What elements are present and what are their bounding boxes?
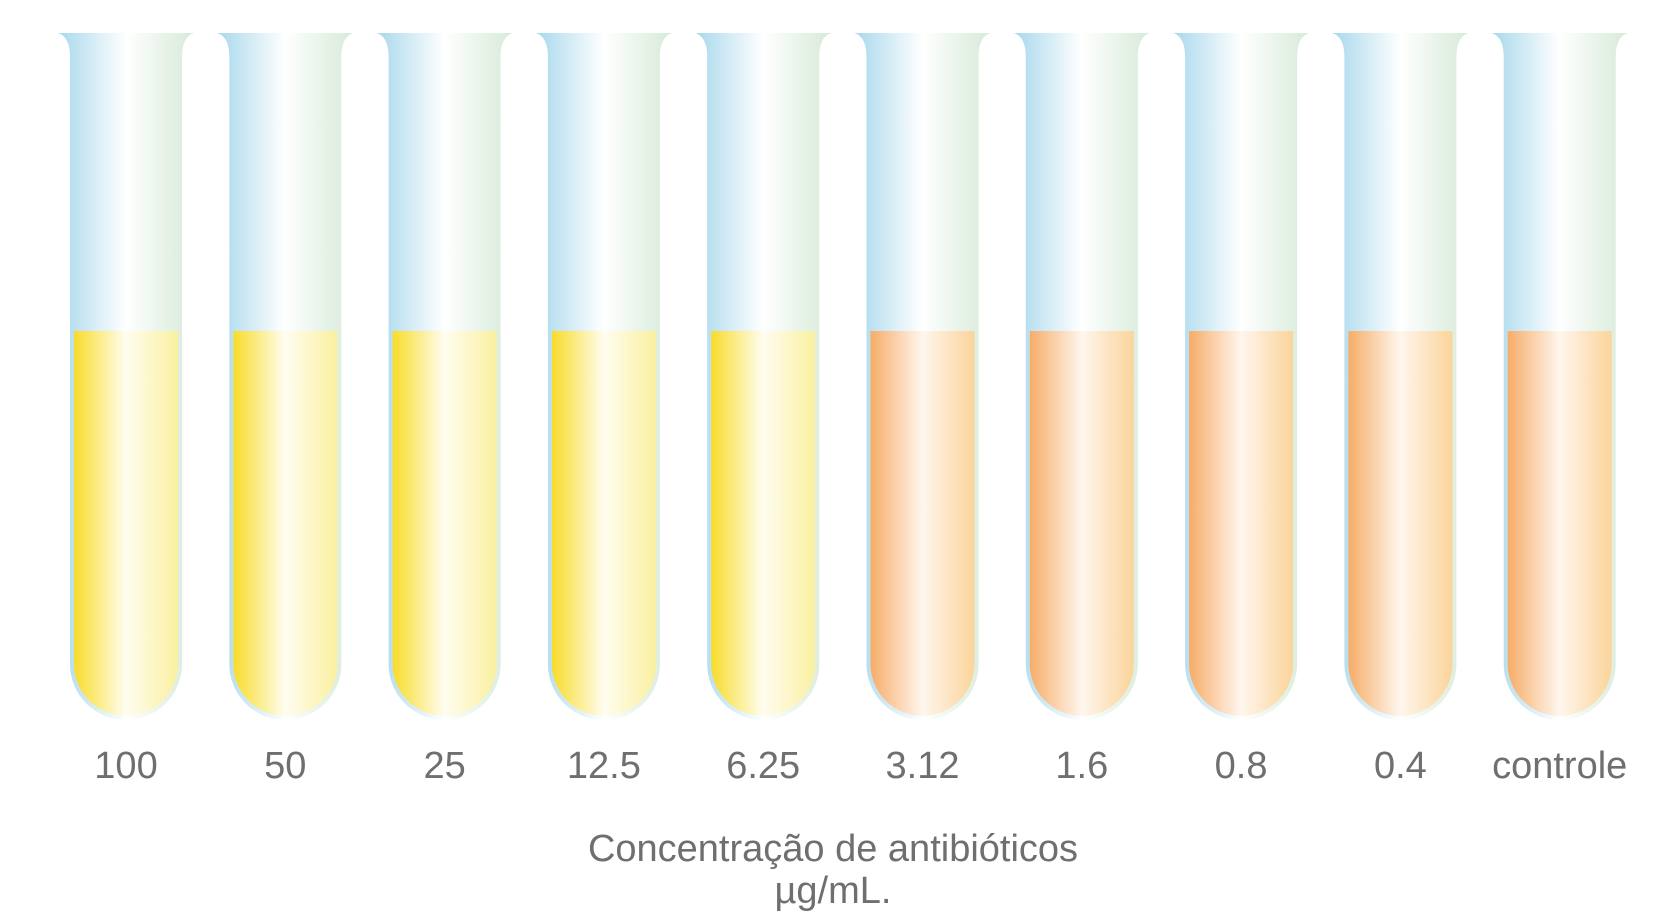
tube-label: controle <box>1492 745 1627 787</box>
liquid-orange <box>1348 331 1453 716</box>
tube-label: 6.25 <box>726 745 800 787</box>
test-tube <box>535 33 672 720</box>
liquid-orange <box>1029 331 1134 716</box>
test-tube <box>1332 33 1469 720</box>
test-tube <box>1491 33 1628 720</box>
tubes-group <box>58 33 1628 720</box>
liquid-yellow <box>551 331 656 716</box>
liquid-yellow <box>233 331 338 716</box>
test-tube <box>217 33 354 720</box>
test-tube <box>58 33 194 720</box>
liquid-yellow <box>392 331 497 716</box>
tube-label: 0.4 <box>1374 745 1427 787</box>
test-tube <box>376 33 513 720</box>
tube-label: 50 <box>264 745 306 787</box>
liquid-yellow <box>711 331 816 716</box>
tube-label: 0.8 <box>1215 745 1268 787</box>
tube-label: 100 <box>94 745 157 787</box>
test-tube <box>695 33 832 720</box>
liquid-yellow <box>74 331 178 716</box>
test-tube <box>854 33 991 720</box>
tube-label: 1.6 <box>1055 745 1108 787</box>
liquid-orange <box>1189 331 1294 716</box>
liquid-orange <box>1507 331 1612 716</box>
tube-label: 3.12 <box>886 745 960 787</box>
liquid-orange <box>870 331 975 716</box>
caption-line-2: µg/mL. <box>775 870 892 912</box>
test-tube <box>1013 33 1150 720</box>
concentration-labels: 100 50 25 12.5 6.25 3.12 1.6 0.8 0.4 controle <box>94 745 1627 787</box>
tube-label: 25 <box>423 745 465 787</box>
caption-line-1: Concentração de antibióticos <box>588 828 1078 870</box>
tube-label: 12.5 <box>567 745 641 787</box>
test-tube <box>1173 33 1310 720</box>
